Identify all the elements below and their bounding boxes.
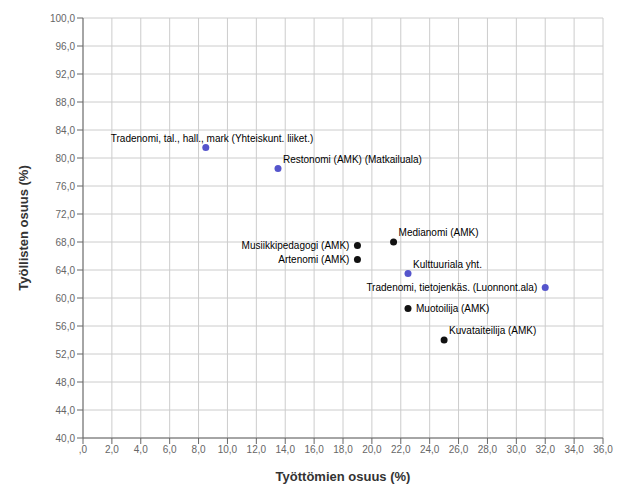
svg-text:34,0: 34,0	[564, 444, 584, 455]
svg-text:Kuvataiteilija (AMK): Kuvataiteilija (AMK)	[449, 325, 536, 336]
svg-text:72,0: 72,0	[56, 209, 76, 220]
svg-text:22,0: 22,0	[391, 444, 411, 455]
svg-text:32,0: 32,0	[535, 444, 555, 455]
svg-text:60,0: 60,0	[56, 293, 76, 304]
svg-text:24,0: 24,0	[420, 444, 440, 455]
svg-text:4,0: 4,0	[134, 444, 148, 455]
svg-text:30,0: 30,0	[507, 444, 527, 455]
svg-text:Muotoilija (AMK): Muotoilija (AMK)	[416, 303, 489, 314]
svg-text:100,0: 100,0	[50, 13, 75, 24]
svg-text:92,0: 92,0	[56, 69, 76, 80]
svg-text:Työllisten osuus (%): Työllisten osuus (%)	[16, 165, 31, 290]
svg-text:8,0: 8,0	[192, 444, 206, 455]
svg-text:16,0: 16,0	[304, 444, 324, 455]
svg-text:28,0: 28,0	[478, 444, 498, 455]
svg-text:6,0: 6,0	[163, 444, 177, 455]
svg-text:48,0: 48,0	[56, 377, 76, 388]
svg-text:,0: ,0	[79, 444, 88, 455]
svg-text:12,0: 12,0	[247, 444, 267, 455]
svg-text:96,0: 96,0	[56, 41, 76, 52]
svg-text:68,0: 68,0	[56, 237, 76, 248]
svg-text:Musiikkipedagogi (AMK): Musiikkipedagogi (AMK)	[242, 240, 350, 251]
svg-text:56,0: 56,0	[56, 321, 76, 332]
svg-text:84,0: 84,0	[56, 125, 76, 136]
svg-text:Medianomi (AMK): Medianomi (AMK)	[399, 227, 479, 238]
svg-text:Kulttuuriala yht.: Kulttuuriala yht.	[413, 259, 482, 270]
svg-text:40,0: 40,0	[56, 433, 76, 444]
svg-text:18,0: 18,0	[333, 444, 353, 455]
svg-text:88,0: 88,0	[56, 97, 76, 108]
svg-text:52,0: 52,0	[56, 349, 76, 360]
svg-text:Tradenomi, tal., hall., mark (: Tradenomi, tal., hall., mark (Yhteiskunt…	[111, 133, 313, 144]
svg-text:76,0: 76,0	[56, 181, 76, 192]
svg-text:Restonomi (AMK) (Matkailuala): Restonomi (AMK) (Matkailuala)	[283, 154, 422, 165]
svg-text:Artenomi (AMK): Artenomi (AMK)	[278, 254, 349, 265]
svg-text:Työttömien osuus (%): Työttömien osuus (%)	[276, 469, 411, 484]
svg-text:10,0: 10,0	[218, 444, 238, 455]
svg-text:2,0: 2,0	[105, 444, 119, 455]
svg-text:26,0: 26,0	[449, 444, 469, 455]
svg-text:14,0: 14,0	[275, 444, 295, 455]
svg-text:20,0: 20,0	[362, 444, 382, 455]
svg-text:44,0: 44,0	[56, 405, 76, 416]
svg-text:64,0: 64,0	[56, 265, 76, 276]
svg-text:80,0: 80,0	[56, 153, 76, 164]
svg-text:36,0: 36,0	[593, 444, 613, 455]
svg-text:Tradenomi, tietojenkäs. (Luonn: Tradenomi, tietojenkäs. (Luonnont.ala)	[366, 282, 537, 293]
